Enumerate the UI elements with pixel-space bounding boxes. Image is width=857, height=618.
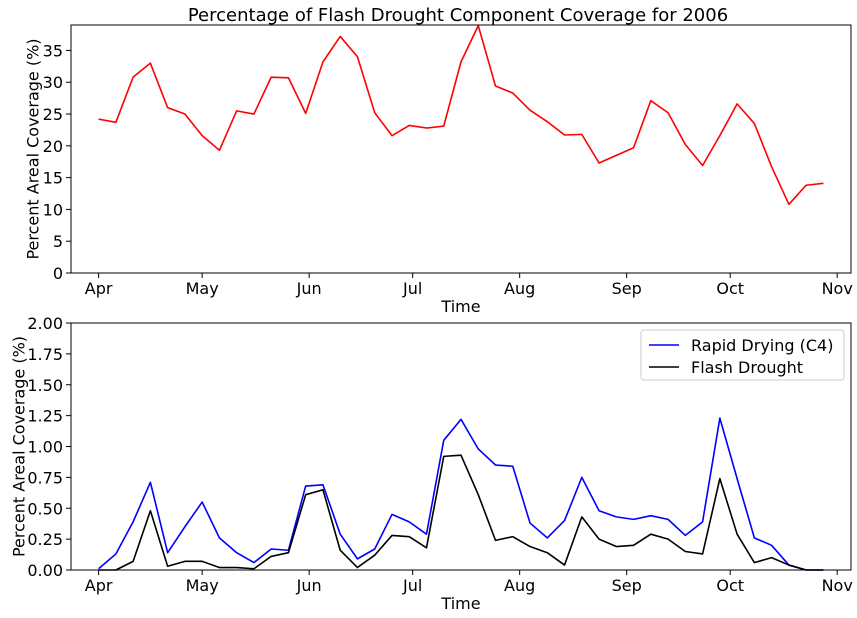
y-tick-label: 0.75 [27, 468, 63, 487]
x-tick-label: May [186, 279, 219, 298]
y-tick-label: 35 [43, 41, 63, 60]
y-tick-label: 25 [43, 105, 63, 124]
bottom-chart-series [98, 417, 824, 571]
y-tick-label: 0.25 [27, 530, 63, 549]
x-tick-label: May [186, 576, 219, 595]
series-line-rapid-drying-c4 [98, 417, 824, 571]
y-tick-label: 20 [43, 137, 63, 156]
top-chart-panel: Percentage of Flash Drought Component Co… [24, 5, 853, 316]
x-tick-label: Apr [85, 279, 113, 298]
x-tick-label: Nov [822, 279, 853, 298]
bottom-chart-x-ticks: Apr May Jun Jul Aug Sep Oct Nov [85, 570, 853, 595]
top-chart-y-axis-label: Percent Areal Coverage (%) [24, 38, 43, 259]
bottom-chart-y-ticks: 0.00 0.25 0.50 0.75 1.00 1.25 1.50 1.75 2.00 [27, 314, 71, 580]
y-tick-label: 1.75 [27, 345, 63, 364]
bottom-chart-panel: 0.00 0.25 0.50 0.75 1.00 1.25 1.50 1.75 2.00 Apr… [10, 314, 853, 613]
x-tick-label: Aug [504, 279, 535, 298]
x-tick-label: Sep [612, 279, 642, 298]
top-chart-y-ticks: 0 5 10 15 20 25 30 35 [43, 41, 71, 283]
y-tick-label: 10 [43, 200, 63, 219]
y-tick-label: 0.00 [27, 561, 63, 580]
x-tick-label: Oct [716, 279, 744, 298]
bottom-chart-plot-frame [70, 322, 852, 571]
x-tick-label: Jun [296, 576, 322, 595]
y-tick-label: 2.00 [27, 314, 63, 333]
x-tick-label: Jun [296, 279, 322, 298]
top-chart-plot-frame [70, 24, 852, 274]
series-line-flash-drought [98, 454, 824, 571]
bottom-chart-x-axis-label: Time [440, 594, 480, 613]
series-line-coverage [98, 24, 824, 206]
y-tick-label: 0.50 [27, 499, 63, 518]
y-tick-label: 30 [43, 73, 63, 92]
bottom-chart-y-axis-label: Percent Areal Coverage (%) [10, 336, 29, 557]
x-tick-label: Aug [504, 576, 535, 595]
y-tick-label: 1.50 [27, 376, 63, 395]
top-chart-x-ticks: Apr May Jun Jul Aug Sep Oct Nov [85, 273, 853, 298]
top-chart-title: Percentage of Flash Drought Component Co… [188, 5, 728, 26]
legend-label-rapid-drying: Rapid Drying (C4) [691, 336, 833, 355]
y-tick-label: 0 [53, 264, 63, 283]
x-tick-label: Oct [716, 576, 744, 595]
y-tick-label: 5 [53, 232, 63, 251]
x-tick-label: Jul [402, 576, 422, 595]
y-tick-label: 1.00 [27, 438, 63, 457]
x-tick-label: Sep [612, 576, 642, 595]
x-tick-label: Nov [822, 576, 853, 595]
legend-box [640, 329, 845, 381]
legend-label-flash-drought: Flash Drought [691, 358, 803, 377]
top-chart-x-axis-label: Time [440, 297, 480, 316]
y-tick-label: 15 [43, 169, 63, 188]
y-tick-label: 1.25 [27, 407, 63, 426]
x-tick-label: Apr [85, 576, 113, 595]
top-chart-series [98, 24, 824, 206]
x-tick-label: Jul [402, 279, 422, 298]
bottom-chart-legend: Rapid Drying (C4) Flash Drought [640, 329, 845, 381]
